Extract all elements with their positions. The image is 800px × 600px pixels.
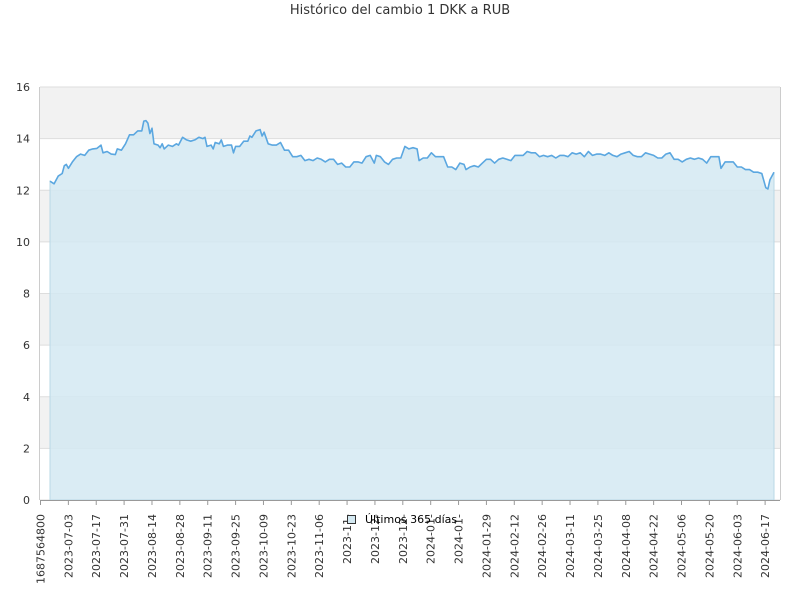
x-tick-label: 2024-06-03 — [731, 514, 744, 578]
x-tick-label: 2024-03-25 — [592, 514, 605, 578]
x-tick-label: 2023-12- — [397, 514, 410, 564]
x-tick-label: 2023-07-03 — [62, 514, 75, 578]
y-tick-label: 16 — [16, 81, 30, 94]
x-tick-label: 2023-07-31 — [118, 514, 131, 578]
series-line — [49, 119, 775, 190]
y-tick-label: 0 — [23, 494, 30, 507]
y-tick-label: 6 — [23, 339, 30, 352]
x-tick-label: 2023-09-25 — [230, 514, 243, 578]
x-tick-label: 2023-11-06 — [313, 514, 326, 578]
y-axis-ticks: 0 2 4 6 8 10 12 14 16 — [16, 81, 30, 507]
x-tick-label: 2024-02-12 — [508, 514, 521, 578]
y-tick-label: 14 — [16, 133, 30, 146]
area-layer — [49, 119, 775, 501]
x-tick-label: 2023-11- — [341, 514, 354, 564]
y-tick-label: 10 — [16, 236, 30, 249]
x-tick-label: 2024-04-08 — [620, 514, 633, 578]
y-tick-label: 2 — [23, 442, 30, 455]
x-tick-label: 2024-01-29 — [480, 514, 493, 578]
x-tick-label: 2023-09-11 — [202, 514, 215, 578]
x-tick-label: 2023-08-28 — [174, 514, 187, 578]
y-tick-label: 4 — [23, 391, 30, 404]
x-tick-label: 1687564800 — [35, 514, 48, 584]
area-fill — [49, 120, 775, 501]
chart-title: Histórico del cambio 1 DKK a RUB — [289, 3, 511, 18]
x-tick-label: 2024-04-22 — [648, 514, 661, 578]
x-axis-ticks: 1687564800 2023-07-03 2023-07-17 2023-07-31… — [35, 500, 772, 584]
y-tick-label: 12 — [16, 184, 30, 197]
x-tick-label: 2024-05-06 — [676, 514, 689, 578]
x-tick-label: 2024-06-17 — [759, 514, 772, 578]
x-tick-label: 2024-02-26 — [536, 514, 549, 578]
axes — [39, 87, 781, 501]
grid-band — [40, 87, 780, 139]
x-tick-label: 2024-01- — [425, 514, 438, 564]
x-tick-label: 2023-12- — [369, 514, 382, 564]
x-tick-label: 2024-05-20 — [703, 514, 716, 578]
x-tick-label: 2023-08-14 — [146, 514, 159, 578]
legend-swatch — [347, 515, 356, 524]
x-tick-label: 2024-01- — [453, 514, 466, 564]
legend-label: Últimos 365 días — [365, 513, 457, 526]
x-tick-label: 2023-07-17 — [90, 514, 103, 578]
x-tick-label: 2024-03-11 — [564, 514, 577, 578]
y-tick-label: 8 — [23, 288, 30, 301]
x-tick-label: 2023-10-09 — [257, 514, 270, 578]
x-tick-label: 2023-10-23 — [285, 514, 298, 578]
legend: Últimos 365 días — [347, 513, 457, 526]
